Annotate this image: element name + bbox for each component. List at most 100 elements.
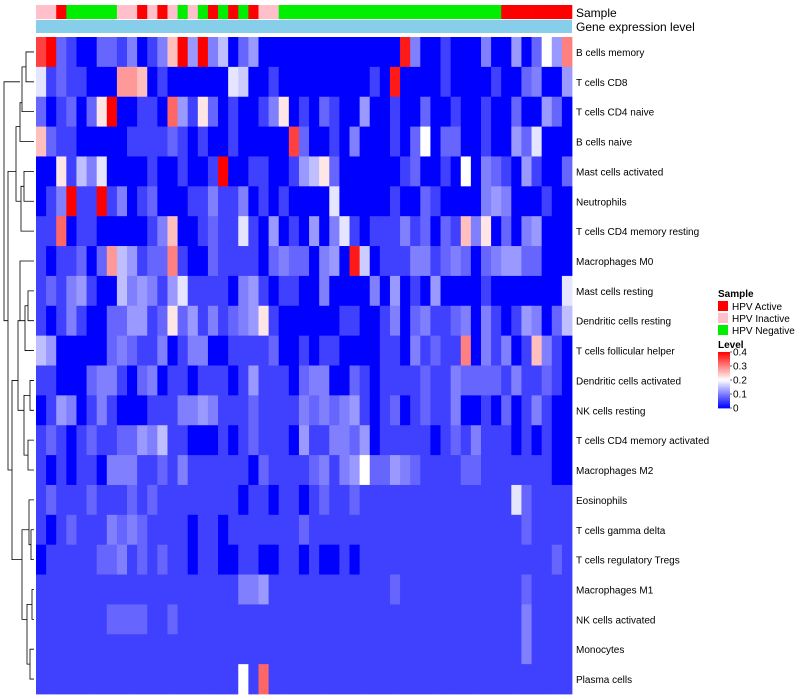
heatmap-cell xyxy=(319,664,330,695)
heatmap-cell xyxy=(349,664,361,695)
heatmap-cell xyxy=(460,246,472,277)
heatmap-cell xyxy=(298,484,310,516)
heatmap-cell xyxy=(248,156,259,187)
level-tick-label: 0.4 xyxy=(733,348,747,359)
heatmap-cell xyxy=(177,156,189,187)
heatmap-cell xyxy=(268,216,280,247)
level-gradient-step xyxy=(718,384,730,386)
row-label: B cells naive xyxy=(576,138,633,149)
heatmap-cell xyxy=(470,425,482,456)
heatmap-cell xyxy=(430,395,441,426)
dendrogram-link xyxy=(29,648,34,680)
heatmap-cell xyxy=(268,484,280,516)
heatmap-cell xyxy=(531,544,543,575)
heatmap-cell xyxy=(319,514,330,546)
heatmap-cell xyxy=(86,246,98,277)
heatmap-cell xyxy=(329,604,340,635)
heatmap-cell xyxy=(157,455,168,486)
heatmap-cell xyxy=(66,544,77,575)
heatmap-cell xyxy=(197,275,209,307)
heatmap-cell xyxy=(258,604,270,635)
heatmap-cell xyxy=(36,156,47,187)
heatmap-cell xyxy=(551,604,563,635)
heatmap-cell xyxy=(511,425,522,456)
heatmap-cell xyxy=(379,156,391,187)
heatmap-cell xyxy=(127,275,138,307)
heatmap-cell xyxy=(106,574,118,605)
heatmap-cell xyxy=(116,275,128,307)
heatmap-cell xyxy=(430,335,441,366)
heatmap-cell xyxy=(501,484,512,516)
heatmap-cell xyxy=(106,544,118,575)
heatmap-cell xyxy=(339,664,350,695)
heatmap-cell xyxy=(278,634,290,665)
heatmap-cell xyxy=(410,574,421,605)
heatmap-cell xyxy=(147,156,158,187)
heatmap-cell xyxy=(56,664,67,695)
heatmap-cell xyxy=(298,275,310,307)
heatmap-cell xyxy=(76,395,87,426)
heatmap-cell xyxy=(420,66,431,98)
heatmap-cell xyxy=(440,37,452,68)
heatmap-cell xyxy=(460,544,472,575)
heatmap-cell xyxy=(137,455,148,486)
heatmap-cell xyxy=(106,335,118,366)
heatmap-cell xyxy=(228,66,239,98)
heatmap-cell xyxy=(359,365,371,396)
heatmap-cell xyxy=(96,37,108,68)
heatmap-cell xyxy=(491,305,502,337)
heatmap-cell xyxy=(96,186,108,217)
heatmap-cell xyxy=(491,634,502,665)
heatmap-cell xyxy=(248,335,259,366)
heatmap-cell xyxy=(329,574,340,605)
heatmap-cell xyxy=(450,186,462,217)
level-gradient-step xyxy=(718,356,730,358)
heatmap-cell xyxy=(460,365,472,396)
heatmap-cell xyxy=(379,275,391,307)
heatmap-cell xyxy=(561,395,573,426)
sample-annotation-cell xyxy=(207,5,219,19)
dendrogram-link xyxy=(27,290,34,322)
heatmap-cell xyxy=(238,514,249,546)
heatmap-cell xyxy=(167,484,178,516)
heatmap-cell xyxy=(400,156,411,187)
heatmap-cell xyxy=(551,544,563,575)
heatmap-cell xyxy=(76,275,87,307)
level-gradient-step xyxy=(718,385,730,388)
heatmap-cell xyxy=(86,275,98,307)
heatmap-cell xyxy=(36,96,47,127)
heatmap-cell xyxy=(430,275,441,307)
heatmap-cell xyxy=(440,455,452,486)
heatmap-cell xyxy=(46,395,57,426)
heatmap-cell xyxy=(177,37,189,68)
heatmap-cell xyxy=(561,604,573,635)
heatmap-cell xyxy=(298,544,310,575)
heatmap-cell xyxy=(298,216,310,247)
heatmap-cell xyxy=(339,544,350,575)
heatmap-cell xyxy=(359,156,371,187)
heatmap-cell xyxy=(228,544,239,575)
sample-annotation-cell xyxy=(541,5,553,19)
heatmap-cell xyxy=(531,66,543,98)
heatmap-cell xyxy=(248,96,259,127)
level-gradient-step xyxy=(718,371,730,374)
heatmap-cell xyxy=(36,305,47,337)
heatmap-cell xyxy=(177,514,189,546)
heatmap-cell xyxy=(278,216,290,247)
sample-annotation-cell xyxy=(329,5,340,19)
heatmap-cell xyxy=(309,514,320,546)
heatmap-cell xyxy=(187,126,199,157)
heatmap-cell xyxy=(400,544,411,575)
heatmap-cell xyxy=(248,186,259,217)
heatmap-cell xyxy=(349,395,361,426)
row-label: Neutrophils xyxy=(576,197,627,208)
sample-annotation-cell xyxy=(511,5,522,19)
heatmap-cell xyxy=(379,66,391,98)
heatmap-cell xyxy=(116,484,128,516)
row-dendrogram xyxy=(3,51,34,680)
level-gradient-step xyxy=(718,399,730,402)
heatmap-cell xyxy=(197,126,209,157)
heatmap-cell xyxy=(66,37,77,68)
heatmap-cell xyxy=(167,96,178,127)
heatmap-cell xyxy=(309,574,320,605)
